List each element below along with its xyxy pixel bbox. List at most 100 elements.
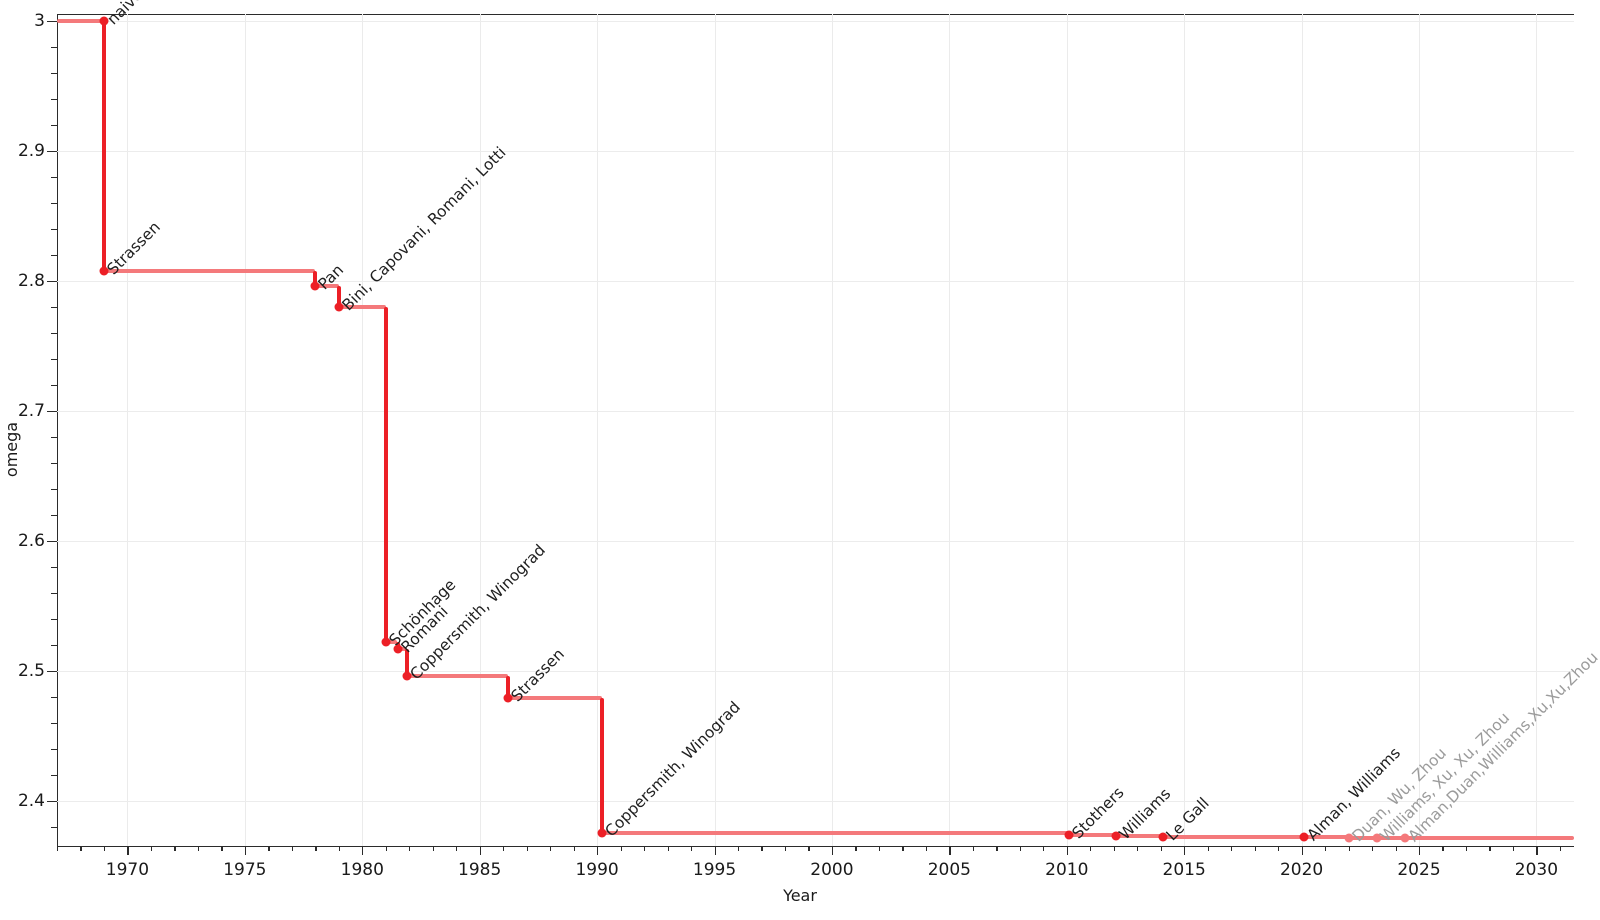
x-tick-1983 (432, 846, 434, 851)
gridline-v-2025 (1419, 14, 1420, 846)
x-tick-1996 (738, 846, 740, 851)
data-point-marker-8[interactable] (597, 828, 607, 838)
y-tick-label-2.8: 2.8 (17, 270, 45, 291)
y-tick-2.92 (51, 124, 57, 126)
series-segment-h-9 (1069, 832, 1117, 837)
data-point-marker-15[interactable] (1400, 833, 1410, 843)
y-tick-2.58 (51, 566, 57, 569)
x-tick-1994 (691, 846, 693, 851)
series-segment-h-10 (1116, 834, 1164, 839)
y-tick-2.56 (51, 592, 57, 595)
series-segment-h-11 (1163, 834, 1304, 839)
gridline-h-2.9 (57, 150, 1574, 152)
point-label-8: Coppersmith, Winograd (601, 698, 744, 841)
x-tick-2005 (949, 846, 951, 855)
series-segment-h-14 (1376, 836, 1405, 841)
y-tick-2.38 (51, 827, 57, 829)
x-tick-1997 (761, 846, 763, 851)
series-segment-lead (57, 18, 104, 23)
x-tick-label-2020: 2020 (1279, 860, 1324, 880)
x-tick-2015 (1184, 846, 1186, 855)
x-tick-2017 (1231, 846, 1233, 851)
x-tick-1993 (667, 846, 669, 851)
x-tick-label-2030: 2030 (1514, 860, 1559, 880)
data-point-marker-0[interactable] (99, 16, 109, 25)
x-tick-1970 (127, 846, 129, 855)
x-tick-1979 (338, 846, 340, 851)
plot-area: naive Strassen Pan Bini, Capovani, Romani, … (57, 0, 1600, 846)
y-tick-2.7 (47, 410, 57, 412)
x-tick-1967 (57, 846, 59, 851)
x-tick-label-2000: 2000 (810, 860, 854, 880)
series-segment-h-3 (338, 304, 386, 309)
x-tick-2018 (1254, 846, 1256, 851)
x-tick-1973 (197, 846, 200, 851)
data-point-marker-10[interactable] (1111, 831, 1121, 841)
x-tick-label-1980: 1980 (340, 860, 384, 880)
gridline-h-2.4 (57, 801, 1574, 803)
data-point-marker-3[interactable] (334, 302, 344, 312)
x-tick-2000 (831, 846, 834, 855)
x-tick-1988 (550, 846, 552, 851)
data-point-marker-12[interactable] (1299, 832, 1309, 841)
series-segment-h-5 (397, 646, 407, 651)
data-point-marker-7[interactable] (503, 693, 513, 703)
x-tick-label-1985: 1985 (458, 860, 502, 880)
x-tick-2025 (1419, 846, 1421, 855)
y-tick-2.84 (51, 228, 57, 230)
x-tick-1972 (174, 846, 176, 851)
x-tick-1990 (597, 846, 599, 855)
x-tick-1968 (80, 846, 82, 851)
gridline-v-2020 (1301, 14, 1303, 846)
x-tick-2004 (925, 846, 928, 851)
data-point-marker-1[interactable] (99, 266, 109, 276)
x-tick-1978 (315, 846, 317, 851)
y-tick-2.52 (51, 644, 57, 647)
data-point-marker-2[interactable] (310, 281, 320, 291)
y-tick-label-2.9: 2.9 (17, 140, 45, 161)
x-tick-2010 (1066, 846, 1068, 855)
y-tick-2.62 (51, 514, 57, 517)
gridline-v-1970 (127, 14, 129, 846)
point-label-14: Williams, Xu, Xu, Zhou (1376, 708, 1513, 846)
gridline-v-1995 (714, 14, 716, 846)
y-tick-2.68 (51, 436, 57, 439)
data-point-marker-6[interactable] (402, 671, 412, 681)
gridline-v-1980 (362, 14, 364, 846)
x-tick-2024 (1395, 846, 1397, 851)
y-tick-2.78 (51, 306, 57, 308)
y-tick-2.72 (51, 384, 57, 386)
gridline-v-1990 (597, 14, 599, 846)
x-tick-1976 (268, 846, 270, 851)
x-tick-1999 (808, 846, 810, 851)
x-tick-2021 (1325, 846, 1327, 851)
y-tick-2.74 (51, 358, 57, 360)
x-tick-2001 (855, 846, 857, 851)
x-tick-2012 (1113, 846, 1115, 851)
y-tick-2.94 (51, 98, 57, 100)
x-tick-2013 (1137, 846, 1139, 851)
x-tick-2009 (1043, 846, 1045, 851)
x-tick-1995 (714, 846, 716, 855)
data-point-marker-13[interactable] (1344, 833, 1354, 843)
y-tick-label-3: 3 (34, 10, 45, 31)
series-riser-2 (336, 285, 341, 307)
data-point-marker-9[interactable] (1064, 830, 1074, 840)
data-point-marker-4[interactable] (381, 637, 391, 647)
x-tick-1977 (291, 846, 294, 851)
series-riser-1 (313, 271, 318, 286)
y-tick-2.46 (51, 723, 57, 725)
x-tick-2007 (996, 846, 998, 851)
series-riser-6 (505, 676, 510, 699)
x-tick-2030 (1536, 846, 1538, 855)
data-point-marker-11[interactable] (1158, 832, 1168, 841)
gridline-h-2.7 (57, 410, 1574, 412)
gridline-v-2030 (1536, 14, 1538, 846)
x-tick-2031 (1559, 846, 1562, 851)
y-tick-label-2.6: 2.6 (17, 530, 45, 551)
y-axis-title: omega (2, 421, 22, 478)
data-point-marker-5[interactable] (393, 644, 402, 654)
x-tick-2016 (1207, 846, 1209, 851)
data-point-marker-14[interactable] (1372, 833, 1382, 843)
